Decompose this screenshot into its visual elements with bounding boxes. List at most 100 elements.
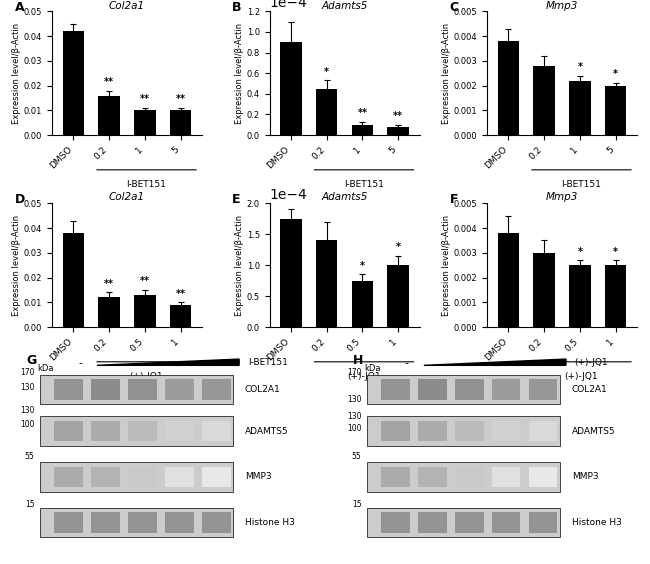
Text: kDa: kDa <box>364 364 381 373</box>
Y-axis label: Expression level/β-Actin: Expression level/β-Actin <box>12 215 21 316</box>
Bar <box>98 297 120 327</box>
Text: 15: 15 <box>25 500 34 509</box>
Bar <box>62 233 84 327</box>
Text: I-BET151: I-BET151 <box>562 180 601 189</box>
Bar <box>202 513 231 534</box>
Text: 130: 130 <box>347 412 361 421</box>
Bar <box>134 295 155 327</box>
Title: Col2a1: Col2a1 <box>109 192 145 202</box>
Bar <box>498 41 519 135</box>
Bar <box>92 466 120 487</box>
Text: 170: 170 <box>347 368 361 377</box>
Bar <box>529 379 558 400</box>
Bar <box>40 508 233 537</box>
Y-axis label: Expression level/β-Actin: Expression level/β-Actin <box>235 23 244 124</box>
Text: C: C <box>450 1 459 14</box>
Bar <box>202 421 231 442</box>
Bar <box>170 305 191 327</box>
Bar <box>280 219 302 327</box>
Bar <box>165 421 194 442</box>
Bar <box>367 462 560 492</box>
Text: *: * <box>324 67 329 77</box>
Bar <box>55 421 83 442</box>
Text: *: * <box>613 246 618 257</box>
Text: **: ** <box>104 77 114 87</box>
Bar <box>382 513 410 534</box>
Bar <box>98 95 120 135</box>
Text: Histone H3: Histone H3 <box>245 518 294 527</box>
Y-axis label: Expression level/β-Actin: Expression level/β-Actin <box>442 23 450 124</box>
Text: *: * <box>613 69 618 80</box>
Text: **: ** <box>104 279 114 289</box>
Bar <box>128 421 157 442</box>
Text: Histone H3: Histone H3 <box>571 518 621 527</box>
Bar <box>316 89 337 135</box>
Title: Mmp3: Mmp3 <box>546 192 578 202</box>
Text: **: ** <box>176 94 185 104</box>
Text: 130: 130 <box>20 406 34 415</box>
Text: **: ** <box>176 289 185 298</box>
Bar <box>418 513 447 534</box>
Bar <box>128 513 157 534</box>
Bar <box>492 466 521 487</box>
Y-axis label: Expression level/β-Actin: Expression level/β-Actin <box>442 215 450 316</box>
Text: *: * <box>577 246 582 257</box>
Bar <box>492 421 521 442</box>
Text: ADAMTS5: ADAMTS5 <box>245 426 289 435</box>
Bar <box>170 111 191 135</box>
Bar <box>352 125 373 135</box>
Bar <box>55 513 83 534</box>
Polygon shape <box>424 359 566 365</box>
Bar <box>492 379 521 400</box>
Bar <box>55 466 83 487</box>
Text: B: B <box>232 1 242 14</box>
Text: (+)-JQ1: (+)-JQ1 <box>347 372 381 381</box>
Text: 170: 170 <box>20 368 34 377</box>
Title: Col2a1: Col2a1 <box>109 1 145 11</box>
Text: (+)-JQ1: (+)-JQ1 <box>130 372 163 381</box>
Y-axis label: Expression level/β-Actin: Expression level/β-Actin <box>12 23 21 124</box>
Bar <box>202 379 231 400</box>
Bar <box>534 253 555 327</box>
Bar <box>529 466 558 487</box>
Bar <box>418 466 447 487</box>
Text: kDa: kDa <box>37 364 54 373</box>
Bar <box>280 42 302 135</box>
Bar <box>498 233 519 327</box>
Text: 100: 100 <box>347 425 361 434</box>
Text: 55: 55 <box>25 452 34 461</box>
Bar <box>382 466 410 487</box>
Text: -: - <box>78 358 82 368</box>
Bar <box>605 86 627 135</box>
Text: **: ** <box>358 108 367 118</box>
Bar <box>128 466 157 487</box>
Bar <box>128 379 157 400</box>
Bar <box>62 31 84 135</box>
Bar <box>40 374 233 404</box>
Text: I-BET151: I-BET151 <box>248 358 287 367</box>
Text: 15: 15 <box>352 500 361 509</box>
Text: **: ** <box>393 111 403 121</box>
Title: Adamts5: Adamts5 <box>321 192 368 202</box>
Text: I-BET151: I-BET151 <box>344 180 384 189</box>
Text: E: E <box>232 193 240 206</box>
Bar <box>352 281 373 327</box>
Bar <box>455 421 484 442</box>
Bar <box>134 111 155 135</box>
Text: I-BET151: I-BET151 <box>127 180 166 189</box>
Text: **: ** <box>140 276 150 287</box>
Text: 55: 55 <box>352 452 361 461</box>
Text: G: G <box>26 354 36 367</box>
Text: 100: 100 <box>20 420 34 429</box>
Bar <box>492 513 521 534</box>
Text: *: * <box>577 62 582 72</box>
Text: MMP3: MMP3 <box>571 473 598 482</box>
Y-axis label: Expression level/β-Actin: Expression level/β-Actin <box>235 215 244 316</box>
Text: -: - <box>405 358 409 368</box>
Text: ADAMTS5: ADAMTS5 <box>571 426 616 435</box>
Title: Adamts5: Adamts5 <box>321 1 368 11</box>
Title: Mmp3: Mmp3 <box>546 1 578 11</box>
Bar <box>387 265 409 327</box>
Bar <box>418 379 447 400</box>
Bar <box>165 379 194 400</box>
